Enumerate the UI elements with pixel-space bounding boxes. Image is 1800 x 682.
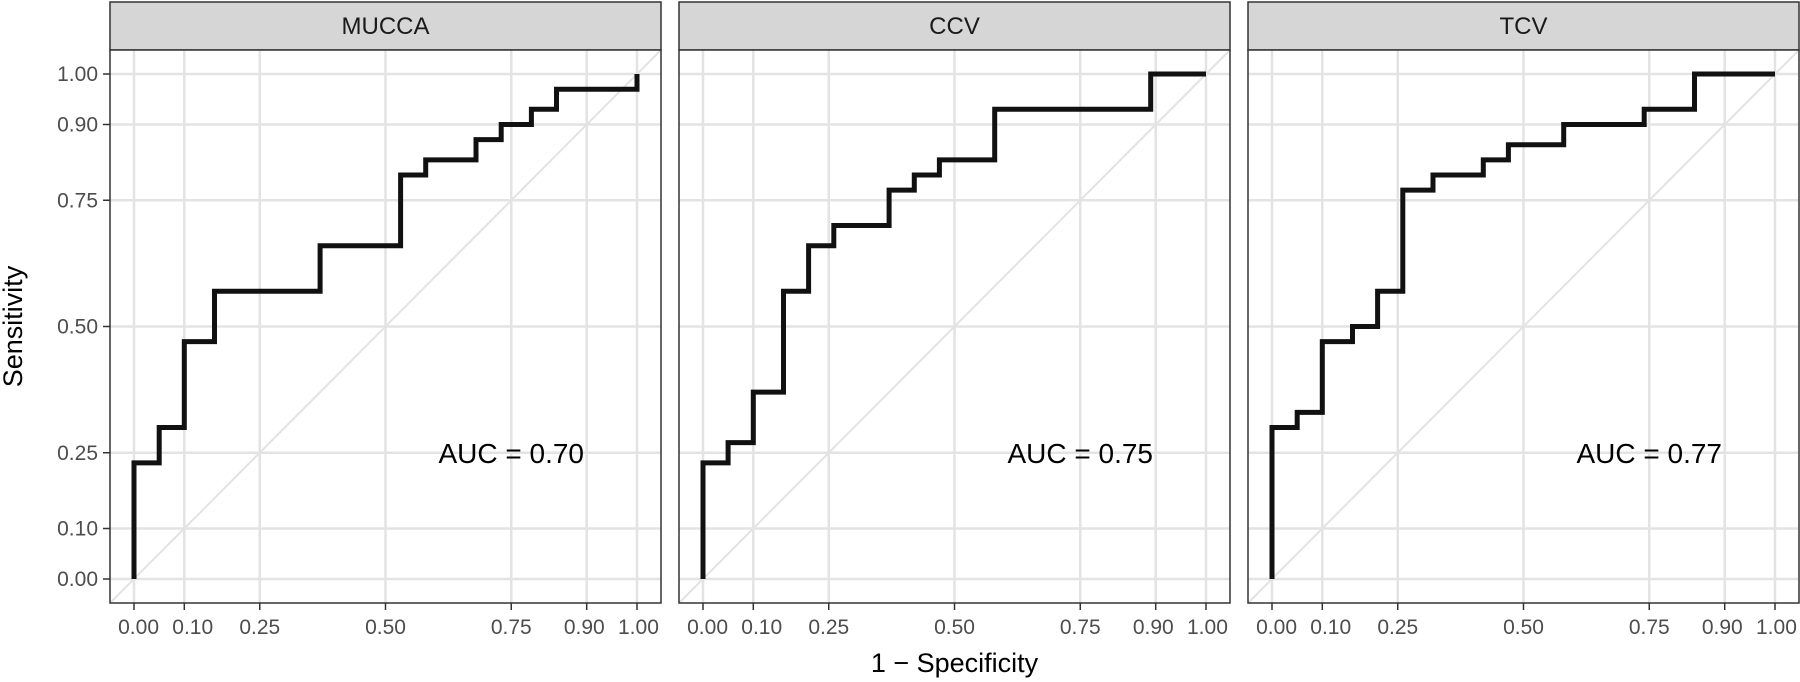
reference-diagonal	[678, 49, 1231, 604]
x-tick-label: 0.90	[1133, 616, 1174, 639]
x-tick-label: 1.00	[618, 616, 659, 639]
y-axis-title: Sensitivity	[0, 265, 28, 387]
auc-label: AUC = 0.75	[1007, 438, 1153, 469]
panel-title: MUCCA	[342, 13, 430, 40]
panel-title: TCV	[1500, 13, 1548, 40]
x-axis-title: 1 − Specificity	[871, 648, 1039, 678]
y-tick-label: 0.75	[57, 189, 98, 212]
auc-label: AUC = 0.70	[438, 438, 584, 469]
y-tick-label: 0.25	[57, 442, 98, 465]
x-tick-label: 0.10	[1310, 616, 1351, 639]
panel-tcv: TCV AUC = 0.77 0.00 0.10 0.25 0.50 0.75 0.90 1.0…	[1247, 1, 1800, 639]
auc-label: AUC = 0.77	[1576, 438, 1722, 469]
roc-curve-mucca	[131, 74, 640, 579]
reference-diagonal	[1247, 49, 1800, 604]
reference-diagonal	[109, 49, 662, 604]
x-tick-label: 0.00	[1256, 616, 1297, 639]
y-tick-label: 0.90	[57, 114, 98, 137]
x-tick-label: 0.00	[687, 616, 728, 639]
x-tick-label: 0.10	[172, 616, 213, 639]
x-tick-label: 0.90	[1702, 616, 1743, 639]
x-tick-label: 0.75	[1060, 616, 1101, 639]
panel-title: CCV	[929, 13, 980, 40]
panel-strip	[109, 1, 662, 51]
x-tick-label: 0.10	[741, 616, 782, 639]
x-tick-label: 0.50	[365, 616, 406, 639]
panel-strip	[678, 1, 1231, 51]
x-tick-label: 0.75	[491, 616, 532, 639]
x-tick-label: 0.25	[239, 616, 280, 639]
x-tick-label: 0.25	[1377, 616, 1418, 639]
x-tick-label: 0.75	[1629, 616, 1670, 639]
x-tick-label: 0.50	[934, 616, 975, 639]
x-tick-label: 0.90	[564, 616, 605, 639]
y-tick-label: 0.50	[57, 316, 98, 339]
y-tick-label: 0.00	[57, 568, 98, 591]
x-tick-label: 1.00	[1187, 616, 1228, 639]
x-tick-label: 1.00	[1756, 616, 1797, 639]
x-tick-label: 0.25	[808, 616, 849, 639]
roc-curve-tcv	[1269, 71, 1775, 579]
panel-mucca: MUCCA AUC = 0.70 0.00 0.10 0.25 0.50 0.75 0.90 1…	[57, 1, 662, 639]
x-tick-label: 0.00	[118, 616, 159, 639]
y-tick-label: 0.10	[57, 518, 98, 541]
y-tick-label: 1.00	[57, 63, 98, 86]
roc-curve-ccv	[700, 71, 1206, 579]
panel-ccv: CCV AUC = 0.75 0.00 0.10 0.25 0.50 0.75 0.90 1.0…	[678, 1, 1231, 639]
x-tick-label: 0.50	[1503, 616, 1544, 639]
